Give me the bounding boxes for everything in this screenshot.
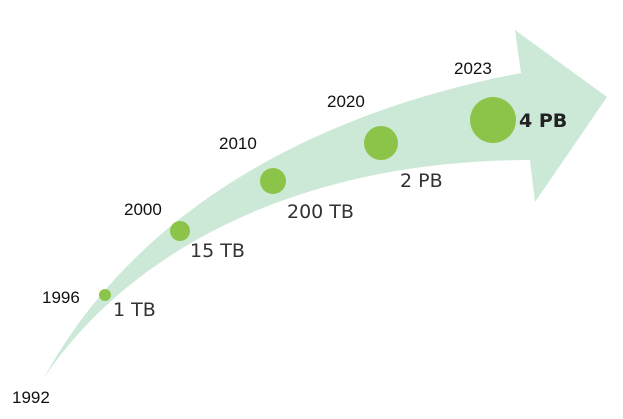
- milestone-dot-1996: [99, 289, 111, 301]
- milestone-dot-2000: [170, 221, 190, 241]
- milestone-amount-label: 2 PB: [400, 170, 443, 192]
- milestone-amount-label: 1 TB: [113, 299, 156, 321]
- growth-arrow: [44, 30, 607, 378]
- milestone-year-label: 2023: [454, 59, 492, 78]
- milestone-group: 1996 1 TB 2000 15 TB 2010 200 TB 2020 2 PB 2023 4…: [42, 59, 567, 321]
- milestone-amount-label: 4 PB: [519, 110, 567, 132]
- milestone-dot-2023: [470, 97, 516, 143]
- milestone-dot-2020: [364, 126, 398, 160]
- milestone-year-label: 2000: [124, 200, 162, 219]
- milestone-year-label: 2020: [327, 92, 365, 111]
- start-year-label: 1992: [12, 388, 50, 407]
- milestone-dot-2010: [260, 168, 286, 194]
- milestone-year-label: 2010: [219, 134, 257, 153]
- milestone-amount-label: 15 TB: [190, 240, 245, 262]
- milestone-year-label: 1996: [42, 288, 80, 307]
- milestone-amount-label: 200 TB: [287, 201, 354, 223]
